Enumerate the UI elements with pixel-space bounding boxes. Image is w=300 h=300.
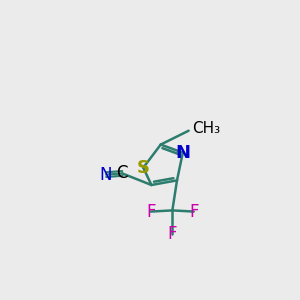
Text: F: F: [168, 224, 177, 242]
Text: N: N: [175, 144, 190, 162]
Text: F: F: [189, 202, 199, 220]
Text: F: F: [146, 202, 156, 220]
Text: N: N: [100, 166, 112, 184]
Text: CH₃: CH₃: [192, 122, 220, 136]
Text: C: C: [117, 164, 128, 182]
Text: S: S: [137, 159, 150, 177]
